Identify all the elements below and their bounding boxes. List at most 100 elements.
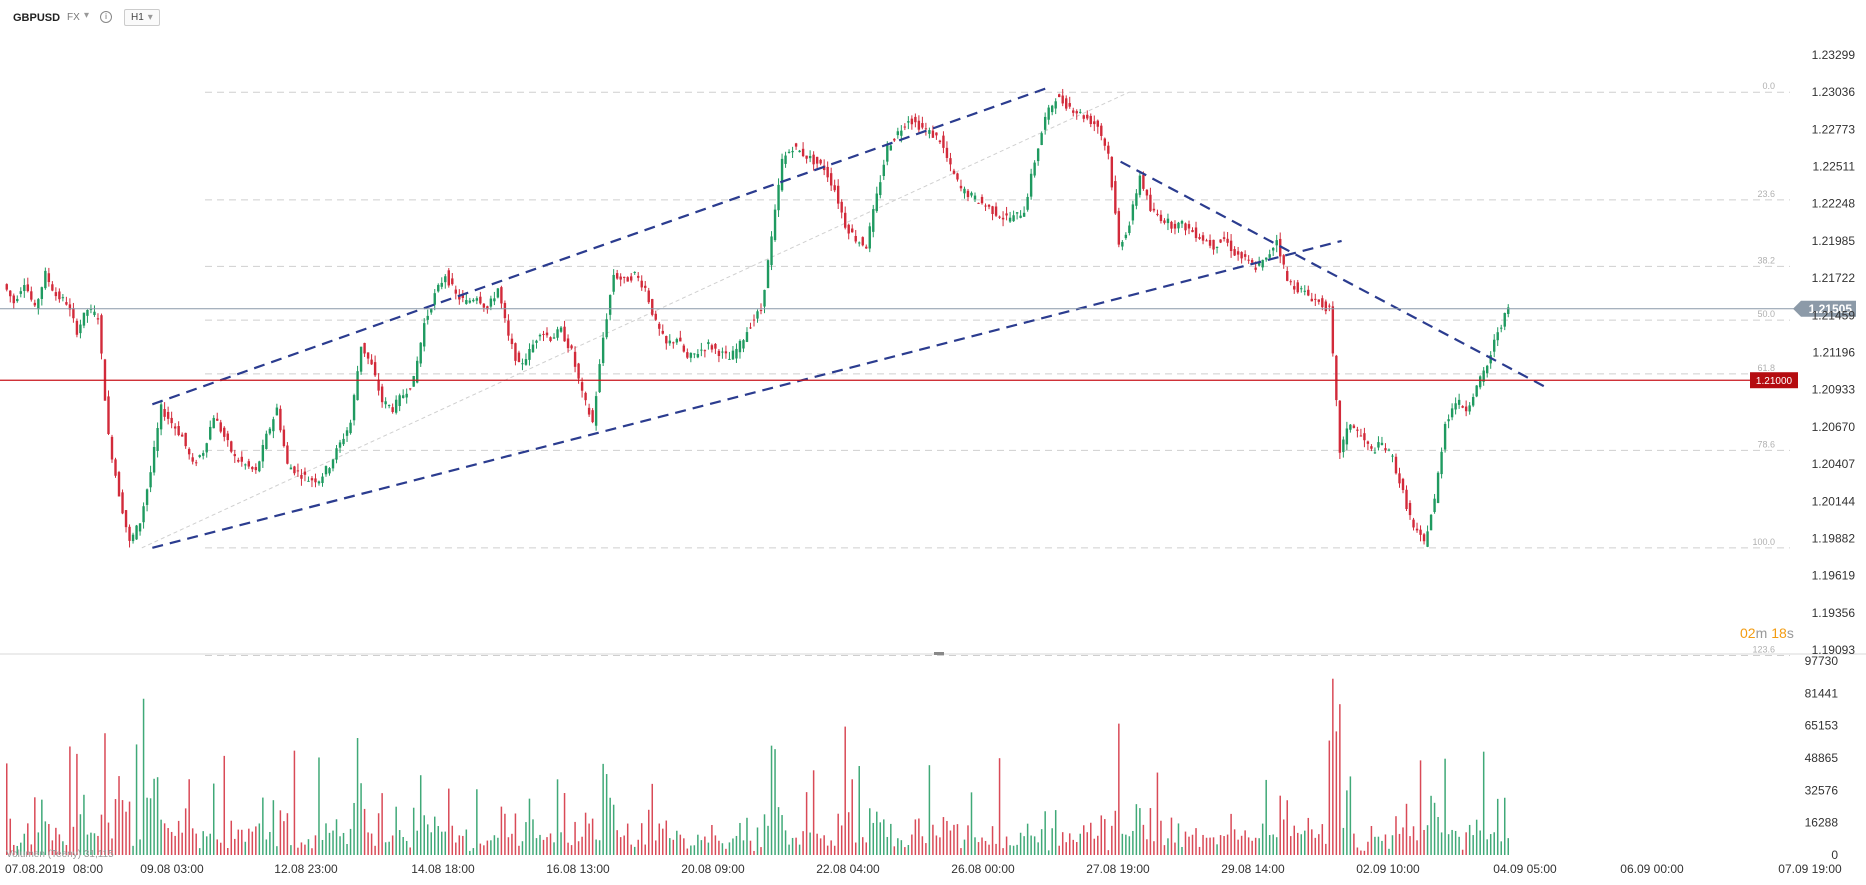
time-tick-label: 27.08 19:00: [1086, 862, 1150, 876]
volume-bar: [1275, 837, 1278, 855]
trendline[interactable]: [151, 87, 1048, 406]
volume-bar: [742, 840, 745, 855]
panel-resize-handle[interactable]: [934, 652, 944, 655]
candle-body: [945, 147, 949, 158]
volume-bar: [1384, 834, 1387, 855]
volume-bar: [1328, 740, 1331, 855]
candle-body: [1233, 249, 1236, 256]
volume-bar: [651, 783, 654, 855]
chevron-down-icon[interactable]: ▾: [84, 10, 90, 21]
candle-body: [1352, 425, 1356, 428]
candle-body: [251, 466, 254, 470]
trendline[interactable]: [1120, 160, 1547, 389]
volume-bar: [286, 813, 289, 855]
volume-bar: [114, 799, 117, 855]
candle-body: [328, 468, 331, 474]
volume-bar: [1472, 835, 1474, 855]
countdown-s: s: [1787, 625, 1794, 641]
volume-bar: [939, 837, 941, 855]
toolbar: GBPUSD FX ▾ i H1 ▾: [0, 0, 1866, 38]
volume-bar: [332, 830, 334, 855]
fib-level-label: 0.0: [1762, 81, 1775, 91]
volume-bar: [1247, 837, 1250, 855]
candle-body: [679, 337, 682, 342]
fib-anchor-line[interactable]: [141, 91, 1130, 549]
trendlines[interactable]: [151, 87, 1547, 549]
candle-body: [380, 386, 384, 403]
volume-bar: [276, 846, 278, 855]
candle-body: [672, 342, 675, 344]
candle-body: [745, 332, 749, 342]
candle-body: [1254, 267, 1257, 270]
candle-body: [387, 405, 391, 407]
volume-bar: [325, 823, 327, 855]
candle-body: [1464, 406, 1468, 412]
volume-bar: [311, 848, 313, 855]
volume-bar: [1191, 834, 1194, 855]
candle-body: [138, 523, 142, 532]
candle-body: [1040, 133, 1043, 146]
symbol-label[interactable]: GBPUSD: [13, 12, 61, 24]
candle-body: [503, 302, 507, 319]
candle-body: [556, 329, 559, 338]
volume-bar: [1153, 841, 1155, 855]
info-icon[interactable]: i: [100, 11, 112, 23]
volume-bar: [367, 832, 369, 855]
volume-bar: [1002, 848, 1004, 855]
candle-body: [900, 130, 903, 136]
candle-body: [1342, 439, 1345, 453]
volume-bar: [20, 842, 22, 855]
volume-bar: [1244, 830, 1246, 855]
volume-bar: [1360, 850, 1362, 855]
trendline[interactable]: [152, 239, 1342, 549]
candle-body: [594, 396, 598, 426]
volume-bar: [1293, 825, 1295, 855]
volume-bar: [1170, 817, 1173, 855]
candle-body: [223, 427, 226, 437]
timeframe-select[interactable]: H1 ▾: [124, 9, 160, 26]
volume-bar: [1163, 845, 1166, 855]
volume-bar: [279, 810, 282, 855]
volume-bar: [697, 834, 699, 855]
volume-bar: [1367, 841, 1369, 855]
volume-bar: [788, 844, 790, 855]
price-levels[interactable]: 1.21505 1.21000: [0, 300, 1856, 389]
candle-body: [626, 277, 629, 282]
volume-bar: [1339, 704, 1341, 855]
volume-bar: [869, 808, 871, 855]
volume-bar: [812, 770, 815, 855]
volume-bar: [237, 829, 240, 855]
candle-body: [914, 116, 917, 123]
market-label[interactable]: FX: [67, 12, 80, 23]
volume-bar: [297, 847, 299, 855]
volume-bar: [1300, 834, 1303, 855]
volume-bar: [640, 823, 643, 855]
candle-body: [896, 131, 900, 136]
horizontal-level-badge[interactable]: [1750, 372, 1798, 389]
volume-bar: [549, 833, 552, 855]
candle-body: [1236, 251, 1240, 255]
candle-body: [54, 292, 58, 297]
volume-bar: [977, 842, 980, 855]
candle-body: [300, 475, 303, 479]
volume-bar: [335, 819, 338, 855]
price-axis[interactable]: 1.23299 1.23036 1.22773 1.22511 1.22248 1.219…: [1812, 48, 1856, 657]
volume-bar: [735, 835, 738, 855]
volume-bar: [1054, 810, 1057, 855]
time-axis[interactable]: 07.08.2019 08:00 09.08 03:00 12.08 23:00 14.…: [5, 862, 1842, 876]
volume-bar: [1184, 831, 1187, 855]
volume-axis[interactable]: 97730 81441 65153 48865 32576 16288 0: [1805, 654, 1839, 862]
volume-bar: [928, 765, 931, 855]
fibonacci-retracement[interactable]: 0.0 23.6 38.2 50.0 61.8 78.6 100.0 123.6: [141, 81, 1790, 657]
candle-body: [156, 428, 159, 451]
volume-bar: [1374, 836, 1376, 855]
candle-body: [731, 350, 735, 360]
candle-body: [82, 312, 86, 326]
candle-body: [1282, 255, 1285, 265]
volume-bar: [1496, 798, 1499, 855]
volume-bar: [377, 813, 380, 855]
candle-body: [451, 278, 454, 285]
candle-body: [1384, 448, 1387, 451]
volume-bar: [1233, 829, 1236, 855]
